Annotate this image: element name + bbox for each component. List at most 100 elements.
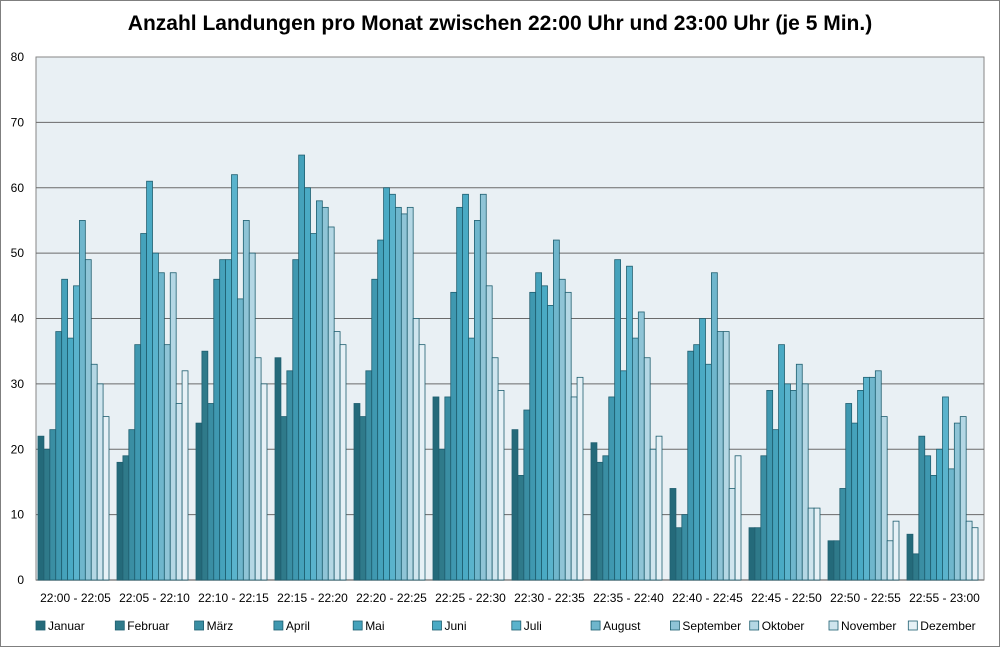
bar-oktober-3: [327, 226, 335, 581]
bar-juli-0: [73, 285, 80, 581]
bar-juni-1: [146, 180, 153, 581]
bar-august-8: [711, 272, 718, 581]
bar-november-6: [570, 396, 578, 581]
x-tick-label: 22:25 - 22:30: [435, 591, 506, 605]
bar-november-1: [175, 403, 183, 581]
bar-dezember-3: [339, 344, 347, 581]
legend-label: November: [841, 619, 896, 633]
legend-label: Juni: [445, 619, 467, 633]
bar-august-7: [632, 337, 639, 581]
bar-september-5: [479, 193, 487, 581]
bar-januar-5: [432, 396, 440, 581]
bar-januar-6: [511, 429, 519, 581]
bar-september-8: [716, 331, 724, 581]
bar-august-5: [474, 220, 481, 581]
legend-label: Februar: [127, 619, 169, 633]
bar-juni-0: [67, 337, 74, 581]
chart-title: Anzahl Landungen pro Monat zwischen 22:0…: [127, 12, 873, 35]
bar-juli-10: [863, 376, 870, 581]
bar-märz-1: [128, 429, 136, 581]
bar-april-7: [608, 396, 616, 581]
bar-november-0: [96, 383, 104, 581]
bar-oktober-1: [169, 272, 177, 581]
bar-april-5: [450, 291, 458, 581]
bar-januar-2: [195, 422, 203, 581]
bar-juni-2: [225, 259, 232, 581]
bar-februar-0: [43, 448, 51, 581]
bar-märz-11: [918, 435, 926, 581]
bar-mai-8: [693, 344, 700, 581]
bar-juni-10: [857, 390, 864, 581]
bar-januar-0: [37, 435, 45, 581]
bar-juli-6: [547, 305, 554, 581]
x-tick-label: 22:15 - 22:20: [277, 591, 348, 605]
bar-dezember-4: [418, 344, 426, 581]
bar-september-7: [637, 311, 645, 581]
bar-mai-11: [930, 474, 937, 581]
bar-märz-5: [444, 396, 452, 581]
bar-dezember-5: [497, 390, 505, 581]
y-tick-label: 80: [11, 50, 25, 64]
bar-februar-4: [359, 416, 367, 581]
legend-swatch: [590, 620, 601, 631]
bar-januar-7: [590, 442, 598, 581]
x-tick-label: 22:10 - 22:15: [198, 591, 269, 605]
legend-label: August: [603, 619, 641, 633]
bar-august-2: [237, 298, 244, 581]
bar-dezember-2: [260, 383, 268, 581]
bar-juli-8: [705, 363, 712, 581]
bar-april-0: [55, 331, 63, 581]
bar-august-11: [948, 468, 955, 581]
bar-mai-9: [772, 429, 779, 581]
bar-oktober-9: [801, 383, 809, 581]
bar-oktober-0: [90, 363, 98, 581]
bar-januar-9: [748, 527, 756, 581]
bar-april-11: [924, 455, 932, 581]
y-tick-label: 20: [11, 442, 25, 456]
legend-swatch: [670, 620, 680, 631]
bar-juli-5: [468, 337, 475, 581]
legend-swatch: [511, 620, 522, 631]
bar-mai-4: [377, 239, 384, 581]
bar-september-11: [953, 422, 961, 581]
bar-april-8: [687, 350, 695, 581]
bar-april-10: [845, 403, 853, 581]
bar-januar-1: [116, 461, 124, 581]
x-tick-label: 22:00 - 22:05: [40, 591, 111, 605]
y-tick-label: 10: [11, 508, 25, 522]
bar-juni-8: [699, 318, 706, 581]
bar-juni-4: [383, 187, 390, 581]
bar-november-10: [886, 540, 894, 581]
bar-mai-3: [298, 154, 305, 581]
bar-märz-8: [681, 514, 689, 581]
bar-dezember-7: [655, 435, 663, 581]
bar-april-9: [766, 390, 774, 581]
bars: [37, 154, 979, 581]
legend-swatch: [828, 620, 839, 631]
legend-label: Dezember: [920, 619, 975, 633]
legend-label: April: [286, 619, 310, 633]
x-tick-label: 22:45 - 22:50: [751, 591, 822, 605]
bar-april-6: [529, 291, 537, 581]
bar-august-4: [395, 206, 402, 581]
bar-mai-2: [219, 259, 226, 581]
bar-juli-9: [784, 383, 791, 581]
legend-label: Mai: [365, 619, 384, 633]
bar-mai-6: [535, 272, 542, 581]
bar-februar-3: [280, 416, 288, 581]
bar-november-8: [728, 488, 736, 581]
legend-swatch: [749, 620, 760, 631]
bar-mai-7: [614, 259, 621, 581]
bar-juni-7: [620, 370, 627, 581]
bar-märz-0: [49, 429, 57, 581]
legend-swatch: [35, 620, 46, 631]
bar-dezember-6: [576, 376, 584, 581]
x-tick-label: 22:35 - 22:40: [593, 591, 664, 605]
bar-august-3: [316, 200, 323, 581]
bar-januar-8: [669, 488, 677, 581]
bar-februar-6: [517, 474, 525, 581]
bar-november-5: [491, 357, 499, 581]
y-tick-label: 40: [11, 312, 25, 326]
bar-februar-2: [201, 350, 209, 581]
